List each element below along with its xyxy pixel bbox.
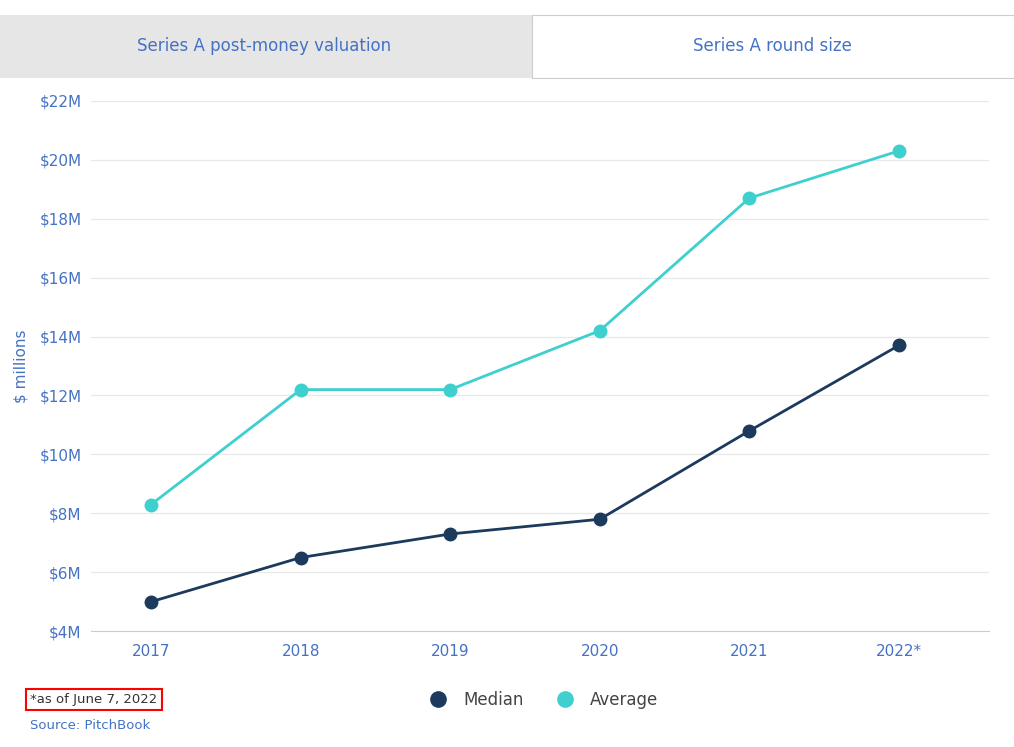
Text: Series A post-money valuation: Series A post-money valuation bbox=[137, 37, 390, 55]
Y-axis label: $ millions: $ millions bbox=[13, 329, 28, 403]
Text: Source: PitchBook: Source: PitchBook bbox=[30, 719, 151, 731]
Text: Series A round size: Series A round size bbox=[694, 37, 852, 55]
Text: *as of June 7, 2022: *as of June 7, 2022 bbox=[30, 693, 157, 706]
Legend: Median, Average: Median, Average bbox=[415, 684, 665, 716]
